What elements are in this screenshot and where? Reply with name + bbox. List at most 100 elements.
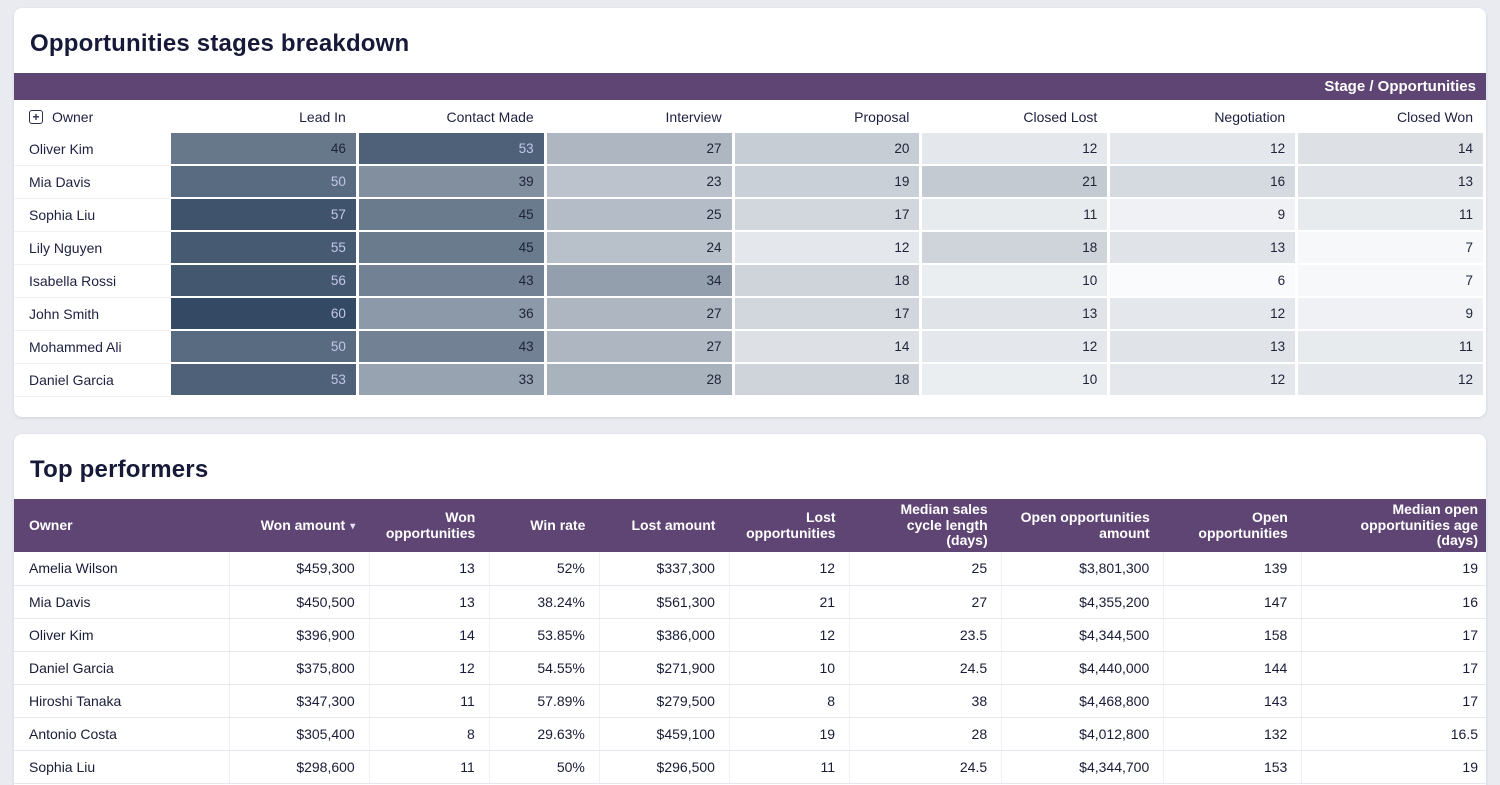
performer-value: 25 — [849, 552, 1002, 586]
heatmap-cell[interactable]: 34 — [546, 265, 735, 298]
top-performers-card: Top performers Owner Won amount ▾ Won oppor… — [14, 434, 1486, 785]
heatmap-cell[interactable]: 24 — [546, 232, 735, 265]
performer-value: 147 — [1163, 585, 1302, 619]
performer-value: $271,900 — [598, 651, 730, 685]
performers-column-header[interactable]: Open opportunities amount — [1001, 499, 1164, 553]
performer-value: 17 — [1301, 618, 1486, 652]
performer-value: 144 — [1163, 651, 1302, 685]
performer-value: 8 — [728, 684, 850, 718]
stage-column-header: Interview — [665, 108, 722, 125]
heatmap-cell[interactable]: 10 — [922, 364, 1111, 397]
heatmap-cell[interactable]: 45 — [358, 199, 547, 232]
heatmap-cell[interactable]: 9 — [1110, 199, 1299, 232]
heatmap-cell[interactable]: 7 — [1298, 265, 1486, 298]
performer-row: Antonio Costa $305,400 8 29.63% $459,100 19 28… — [14, 717, 1486, 751]
performer-value: 23.5 — [849, 618, 1002, 652]
heatmap-cell[interactable]: 43 — [358, 331, 547, 364]
owner-name: Mohammed Ali — [14, 331, 171, 364]
performer-value: $396,900 — [228, 618, 370, 652]
performer-value: $4,440,000 — [1001, 651, 1164, 685]
heatmap-cell[interactable]: 11 — [1298, 199, 1486, 232]
performer-value: $375,800 — [228, 651, 370, 685]
heatmap-cell[interactable]: 18 — [734, 265, 923, 298]
performer-value: 158 — [1163, 618, 1302, 652]
heatmap-cell[interactable]: 18 — [922, 232, 1111, 265]
heatmap-cell[interactable]: 25 — [546, 199, 735, 232]
heatmap-cell[interactable]: 12 — [1110, 364, 1299, 397]
heatmap-cell[interactable]: 27 — [546, 133, 735, 166]
heatmap-cell[interactable]: 60 — [171, 298, 359, 331]
sort-desc-icon: ▾ — [350, 520, 356, 532]
heatmap-cell[interactable]: 33 — [358, 364, 547, 397]
heatmap-cell[interactable]: 12 — [922, 133, 1111, 166]
performer-value: $459,100 — [598, 717, 730, 751]
heatmap-cell[interactable]: 13 — [1298, 166, 1486, 199]
column-header-label: Win rate — [530, 516, 586, 533]
performers-column-header[interactable]: Median open opportunities age (days) — [1301, 499, 1486, 553]
plus-icon: + — [32, 109, 40, 124]
heatmap-cell[interactable]: 57 — [171, 199, 359, 232]
heatmap-cell[interactable]: 17 — [734, 199, 923, 232]
performer-value: 52% — [488, 552, 600, 586]
performers-column-header[interactable]: Win rate — [489, 499, 600, 553]
heatmap-cell[interactable]: 27 — [546, 331, 735, 364]
heatmap-cell[interactable]: 11 — [1298, 331, 1486, 364]
heatmap-cell[interactable]: 13 — [1110, 331, 1299, 364]
heatmap-cell[interactable]: 50 — [171, 331, 359, 364]
stage-opportunities-bar: Stage / Opportunities — [14, 73, 1486, 100]
performer-value: 17 — [1301, 684, 1486, 718]
heatmap-cell[interactable]: 12 — [922, 331, 1111, 364]
heatmap-cell[interactable]: 36 — [358, 298, 547, 331]
performer-value: 19 — [1301, 750, 1486, 784]
heatmap-cell[interactable]: 53 — [171, 364, 359, 397]
heatmap-cell[interactable]: 6 — [1110, 265, 1299, 298]
heatmap-cell[interactable]: 56 — [171, 265, 359, 298]
heatmap-cell[interactable]: 11 — [922, 199, 1111, 232]
performers-column-header[interactable]: Won amount ▾ — [229, 499, 370, 553]
heatmap-cell[interactable]: 23 — [546, 166, 735, 199]
expand-rows-button[interactable]: + — [29, 109, 43, 124]
performers-column-header[interactable]: Open opportunities — [1163, 499, 1302, 553]
heatmap-cell[interactable]: 20 — [734, 133, 923, 166]
heatmap-cell[interactable]: 55 — [171, 232, 359, 265]
performer-value: 8 — [368, 717, 490, 751]
heatmap-cell[interactable]: 27 — [546, 298, 735, 331]
performers-column-header[interactable]: Lost amount — [599, 499, 730, 553]
heatmap-cell[interactable]: 9 — [1298, 298, 1486, 331]
heatmap-cell[interactable]: 53 — [358, 133, 547, 166]
heatmap-cell[interactable]: 18 — [734, 364, 923, 397]
performer-value: 19 — [1301, 552, 1486, 586]
column-header-label: Lost opportunities — [746, 508, 836, 541]
heatmap-cell[interactable]: 12 — [1298, 364, 1486, 397]
heatmap-cell[interactable]: 12 — [1110, 133, 1299, 166]
heatmap-cell[interactable]: 19 — [734, 166, 923, 199]
performers-column-header[interactable]: Won opportunities — [369, 499, 490, 553]
heatmap-cell[interactable]: 7 — [1298, 232, 1486, 265]
heatmap-cell[interactable]: 43 — [358, 265, 547, 298]
stage-column-header: Contact Made — [446, 108, 534, 125]
heatmap-cell[interactable]: 46 — [171, 133, 359, 166]
heatmap-cell[interactable]: 45 — [358, 232, 547, 265]
heatmap-cell[interactable]: 17 — [734, 298, 923, 331]
performer-value: 19 — [728, 717, 850, 751]
heatmap-cell[interactable]: 14 — [734, 331, 923, 364]
performers-column-header[interactable]: Lost opportunities — [729, 499, 850, 553]
heatmap-cell[interactable]: 14 — [1298, 133, 1486, 166]
performers-table: Owner Won amount ▾ Won opportunities Win rat… — [14, 499, 1486, 784]
heatmap-cell[interactable]: 21 — [922, 166, 1111, 199]
heatmap-cell[interactable]: 13 — [922, 298, 1111, 331]
stage-column-header: Lead In — [299, 108, 346, 125]
performer-value: 153 — [1163, 750, 1302, 784]
heatmap-cell[interactable]: 13 — [1110, 232, 1299, 265]
performers-column-header[interactable]: Owner — [14, 499, 230, 553]
heatmap-cell[interactable]: 28 — [546, 364, 735, 397]
heatmap-cell[interactable]: 10 — [922, 265, 1111, 298]
performers-column-header[interactable]: Median sales cycle length (days) — [849, 499, 1002, 553]
performer-value: 11 — [368, 684, 490, 718]
heatmap-cell[interactable]: 12 — [734, 232, 923, 265]
heatmap-cell[interactable]: 12 — [1110, 298, 1299, 331]
performer-value: 12 — [728, 618, 850, 652]
heatmap-cell[interactable]: 16 — [1110, 166, 1299, 199]
heatmap-cell[interactable]: 39 — [358, 166, 547, 199]
heatmap-cell[interactable]: 50 — [171, 166, 359, 199]
